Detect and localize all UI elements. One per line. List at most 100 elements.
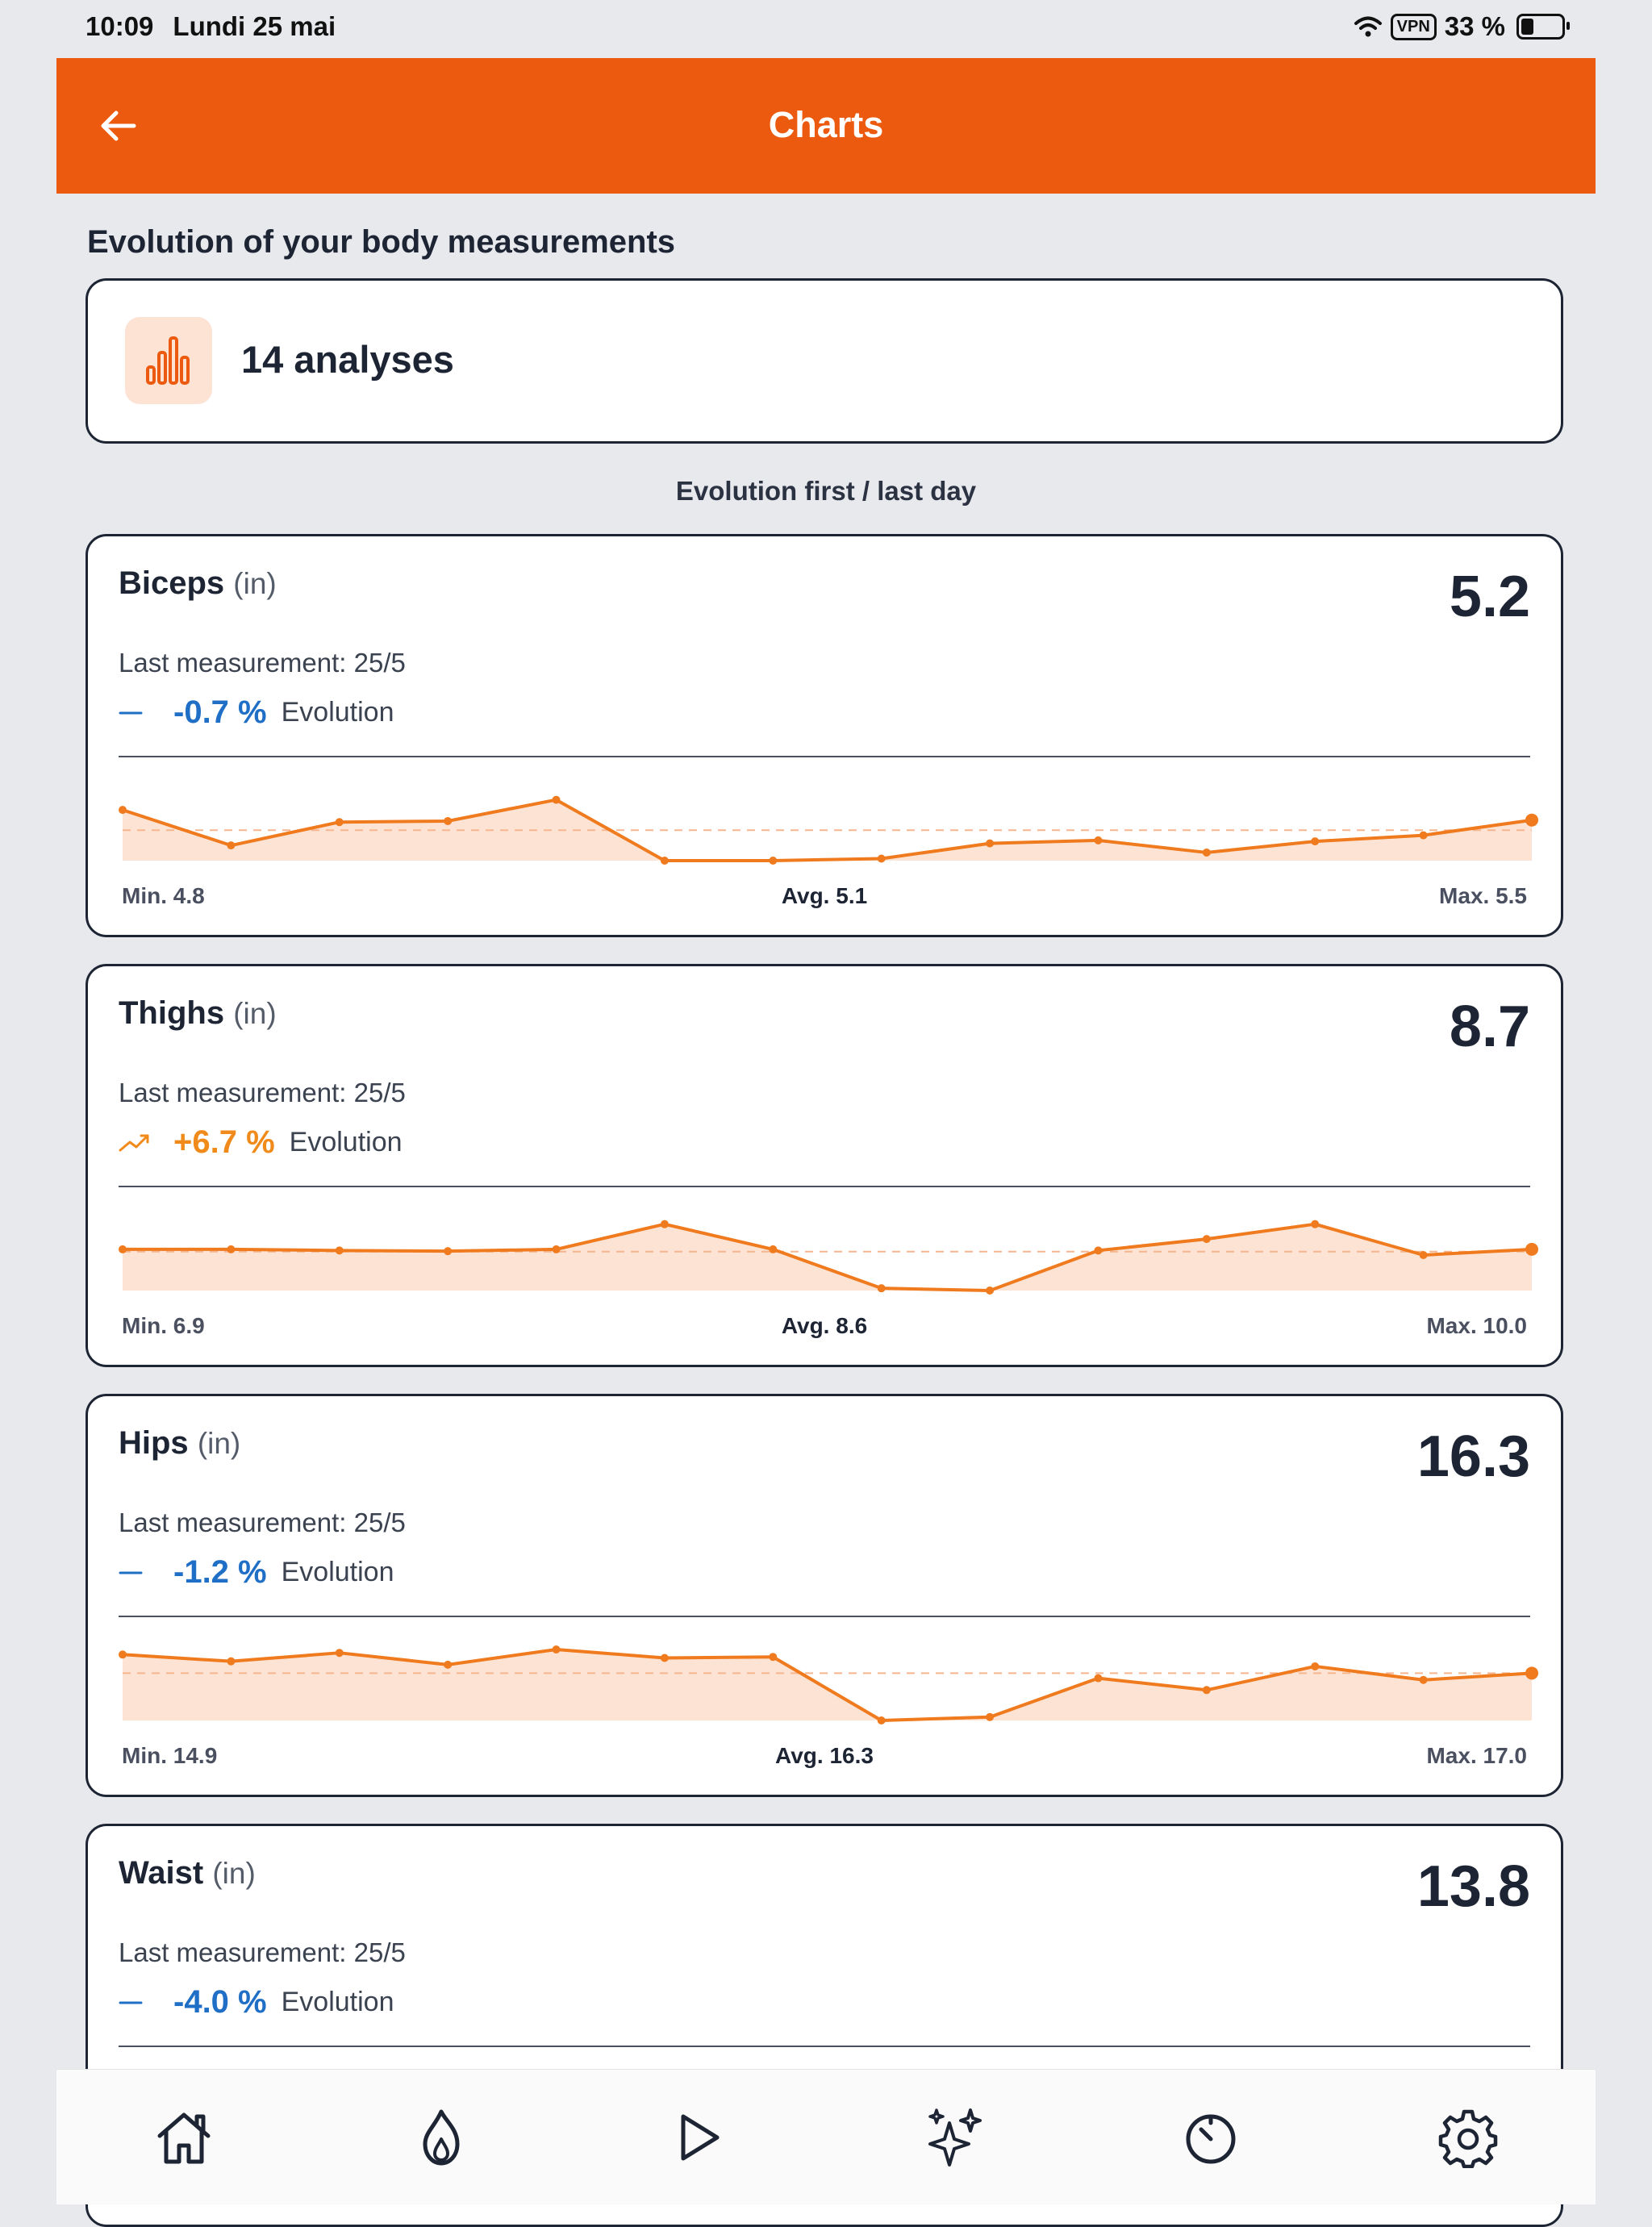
status-time: 10:09 xyxy=(86,11,154,41)
nav-settings[interactable] xyxy=(1436,2105,1500,2170)
sparkles-icon xyxy=(928,2108,982,2167)
nav-home[interactable] xyxy=(152,2105,216,2170)
measurement-value: 8.7 xyxy=(1449,995,1530,1059)
evolution-row: +6.7 % Evolution xyxy=(119,1124,403,1161)
chart-point xyxy=(444,1660,453,1669)
measurement-value: 5.2 xyxy=(1449,565,1530,629)
analyses-count: 14 analyses xyxy=(241,338,454,381)
chart-point xyxy=(335,1246,344,1255)
chart-point xyxy=(552,1645,561,1654)
chart-point xyxy=(769,1653,778,1662)
nav-timer[interactable] xyxy=(1179,2105,1243,2170)
chart-point xyxy=(1311,1220,1320,1228)
status-bar: 10:09 Lundi 25 mai VPN 33 % xyxy=(0,0,1652,58)
measurement-name: Hips xyxy=(119,1425,189,1461)
nav-flame[interactable] xyxy=(409,2105,473,2170)
chart-point xyxy=(1419,831,1428,840)
chart-point xyxy=(1419,1251,1428,1259)
chart-min-label: Min. 14.9 xyxy=(122,1743,218,1768)
minus-icon xyxy=(119,1991,151,2015)
chart-point xyxy=(769,1245,778,1253)
nav-sparkles[interactable] xyxy=(922,2105,987,2170)
line-chart xyxy=(119,795,1538,865)
chart-point xyxy=(660,1220,669,1228)
nav-play[interactable] xyxy=(665,2105,730,2170)
back-button[interactable] xyxy=(94,102,142,150)
play-icon xyxy=(681,2114,720,2161)
chart-point xyxy=(1202,1235,1211,1244)
measurement-unit: (in) xyxy=(233,997,277,1030)
measurement-name: Thighs xyxy=(119,995,225,1031)
chart-point xyxy=(552,1245,561,1253)
chart-point xyxy=(119,1245,127,1253)
evolution-row: -1.2 % Evolution xyxy=(119,1554,394,1591)
chart-max-label: Max. 17.0 xyxy=(1426,1743,1527,1768)
evolution-percent: -0.7 % xyxy=(173,694,267,730)
chart-point xyxy=(1525,1666,1538,1680)
measurement-unit: (in) xyxy=(212,1857,256,1890)
section-title: Evolution of your body measurements xyxy=(87,224,676,260)
battery-percent: 33 % xyxy=(1444,11,1505,41)
evolution-row: -0.7 % Evolution xyxy=(119,694,394,731)
chart-top-divider xyxy=(119,1186,1530,1187)
chart-point xyxy=(227,1657,236,1666)
chart-max-label: Max. 5.5 xyxy=(1439,883,1527,908)
chart-point xyxy=(877,1716,886,1724)
chart-top-divider xyxy=(119,1616,1530,1617)
chart-point xyxy=(1094,836,1103,845)
chart-min-label: Min. 4.8 xyxy=(122,883,205,908)
vpn-badge: VPN xyxy=(1390,13,1437,40)
chart-area xyxy=(123,1649,1532,1720)
app-header: Charts xyxy=(56,58,1596,194)
measurement-card-thighs[interactable]: Thighs (in) 8.7 Last measurement: 25/5 +6.7… xyxy=(86,964,1563,1367)
chart-point xyxy=(227,841,236,850)
chart-point xyxy=(877,854,886,863)
measurement-card-biceps[interactable]: Biceps (in) 5.2 Last measurement: 25/5 -0.7… xyxy=(86,534,1563,937)
measurement-card-hips[interactable]: Hips (in) 16.3 Last measurement: 25/5 -1.2 … xyxy=(86,1394,1563,1797)
chart-point xyxy=(444,816,453,825)
chart-area xyxy=(123,1224,1532,1291)
home-icon xyxy=(157,2112,211,2164)
evolution-percent: -4.0 % xyxy=(173,1984,267,2020)
chart-point xyxy=(1525,813,1538,827)
measurement-value: 13.8 xyxy=(1416,1854,1530,1919)
evolution-label: Evolution xyxy=(281,1557,394,1587)
chart-point xyxy=(1311,1662,1320,1670)
evolution-label: Evolution xyxy=(281,1987,394,2017)
chart-point xyxy=(1419,1675,1428,1684)
analyses-card[interactable]: 14 analyses xyxy=(86,278,1563,444)
status-time-date: 10:09 Lundi 25 mai xyxy=(86,11,355,42)
evolution-percent: -1.2 % xyxy=(173,1554,267,1590)
chart-point xyxy=(1202,848,1211,857)
chart-series-line xyxy=(122,798,1533,862)
timer-icon xyxy=(1186,2114,1236,2164)
gear-icon xyxy=(1438,2109,1498,2168)
chart-point xyxy=(1094,1674,1103,1683)
status-date: Lundi 25 mai xyxy=(173,11,336,41)
evolution-row: -4.0 % Evolution xyxy=(119,1984,394,2021)
wifi-icon xyxy=(1354,16,1382,37)
chart-area xyxy=(123,799,1532,861)
flame-icon xyxy=(423,2109,460,2166)
chart-point xyxy=(986,839,995,848)
chart-point xyxy=(335,818,344,827)
line-chart xyxy=(119,1645,1538,1724)
measurement-title: Thighs (in) xyxy=(119,995,277,1032)
line-chart xyxy=(119,1220,1538,1295)
chart-avg-label: Avg. 8.6 xyxy=(781,1313,868,1338)
evolution-label: Evolution xyxy=(281,697,394,728)
battery-icon xyxy=(1516,14,1570,40)
measurement-value: 16.3 xyxy=(1416,1424,1530,1489)
chart-point xyxy=(335,1649,344,1658)
chart-min-label: Min. 6.9 xyxy=(122,1313,205,1338)
chart-point xyxy=(552,795,561,804)
chart-point xyxy=(119,806,127,815)
minus-icon xyxy=(119,701,151,725)
chart-point xyxy=(660,1654,669,1662)
minus-icon xyxy=(119,1561,151,1585)
last-measurement: Last measurement: 25/5 xyxy=(119,1508,406,1537)
chart-point xyxy=(1311,837,1320,846)
chart-avg-label: Avg. 5.1 xyxy=(781,883,868,908)
evolution-percent: +6.7 % xyxy=(173,1124,275,1160)
page-title: Charts xyxy=(768,104,884,145)
